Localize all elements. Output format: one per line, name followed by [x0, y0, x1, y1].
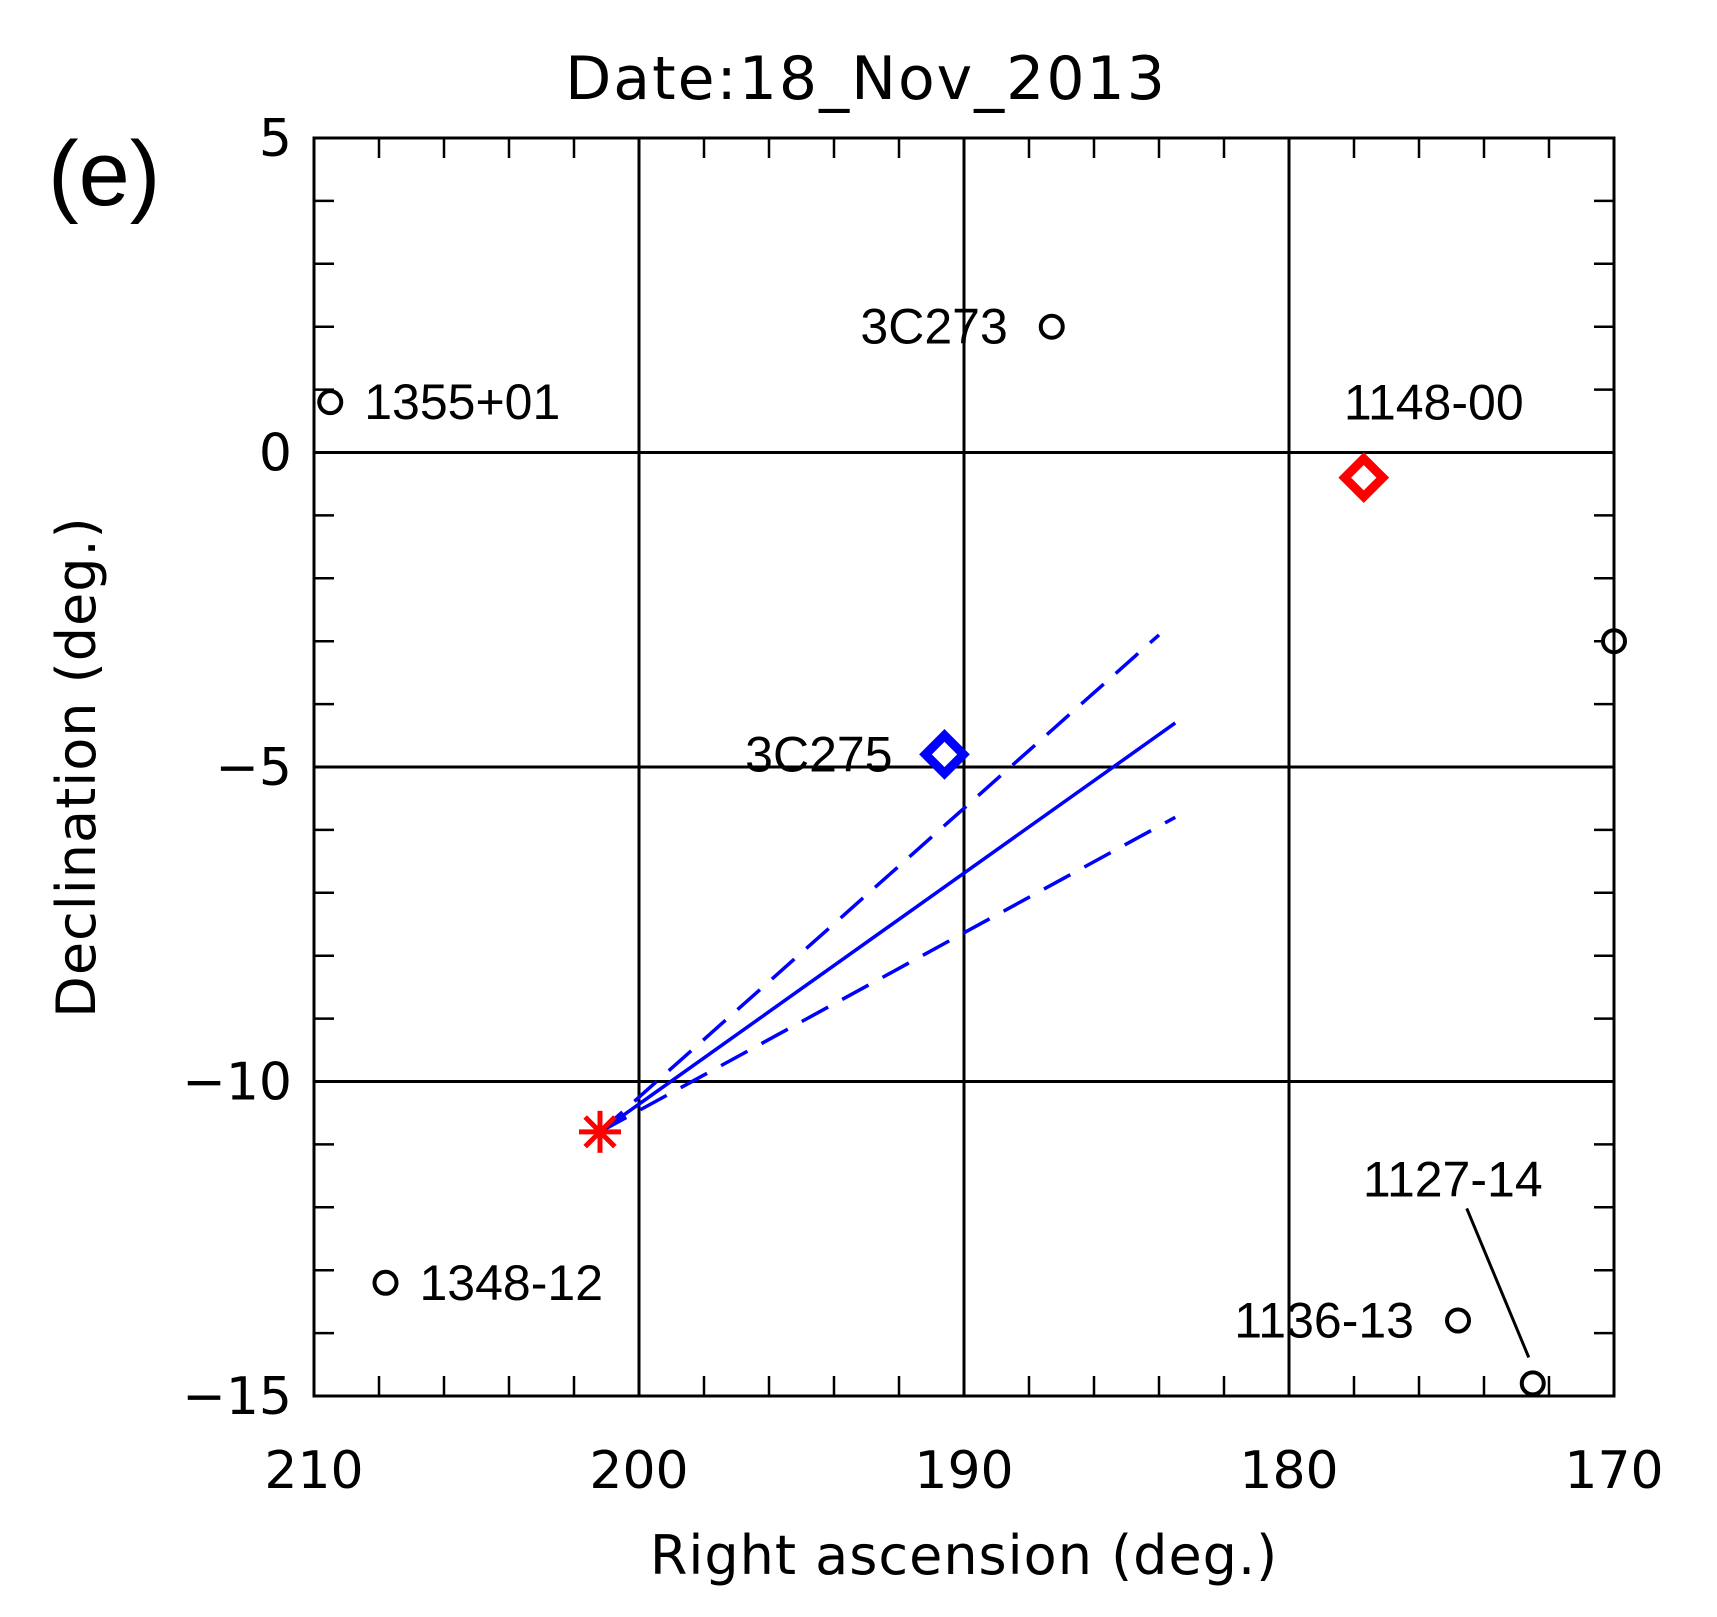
y-tick-label: −10	[182, 1053, 292, 1113]
line-direction	[598, 721, 1177, 1134]
source-1127-14-callout	[1465, 1207, 1531, 1358]
markers	[317, 313, 1627, 1397]
x-tick-label: 190	[914, 1441, 1013, 1501]
line-lower-bound	[599, 815, 1177, 1134]
source-3c275-marker	[919, 729, 970, 780]
source-1355-01-label: 1355+01	[364, 374, 560, 430]
source-1148-00-marker	[1338, 452, 1390, 504]
y-tick-label: −5	[215, 738, 292, 798]
source-3c275-label: 3C275	[745, 726, 892, 782]
y-axis-label: Declination (deg.)	[45, 516, 108, 1018]
source-1148-00-label: 1148-00	[1344, 375, 1524, 431]
source-1136-13-marker	[1445, 1307, 1471, 1334]
source-1127-14-marker	[1519, 1370, 1546, 1397]
chart-title: Date:18_Nov_2013	[565, 44, 1167, 114]
y-tick-labels: 5 0 −5 −10 −15	[182, 109, 292, 1427]
sun-marker	[579, 1110, 621, 1153]
source-1348-12-label: 1348-12	[420, 1255, 604, 1311]
source-3c273-marker	[1038, 313, 1065, 340]
plot-frame	[312, 136, 1616, 1398]
x-tick-label: 180	[1239, 1441, 1338, 1501]
y-tick-label: 5	[259, 109, 292, 169]
x-tick-labels: 210 200 190 180 170	[264, 1441, 1663, 1501]
source-1127-14-label: 1127-14	[1363, 1151, 1543, 1207]
grid	[314, 138, 1614, 1396]
y-tick-label: 0	[259, 424, 292, 484]
x-tick-label: 210	[264, 1441, 363, 1501]
source-1136-13-label: 1136-13	[1234, 1293, 1414, 1349]
source-labels: 3C273 1355+01 1148-00 3C275 1348-12 1136-13 11…	[364, 299, 1543, 1358]
direction-lines	[598, 633, 1177, 1134]
panel-label: (e)	[48, 123, 160, 225]
source-1355-01-marker	[317, 389, 344, 416]
axis-ticks	[314, 138, 1614, 1396]
source-1348-12-marker	[372, 1269, 399, 1296]
source-3c273-label: 3C273	[860, 299, 1007, 355]
x-axis-label: Right ascension (deg.)	[650, 1524, 1278, 1587]
y-tick-label: −15	[182, 1367, 292, 1427]
x-tick-label: 200	[589, 1441, 688, 1501]
x-tick-label: 170	[1564, 1441, 1663, 1501]
line-upper-bound	[598, 633, 1161, 1134]
sun-asterisk-stroke	[583, 1115, 617, 1149]
